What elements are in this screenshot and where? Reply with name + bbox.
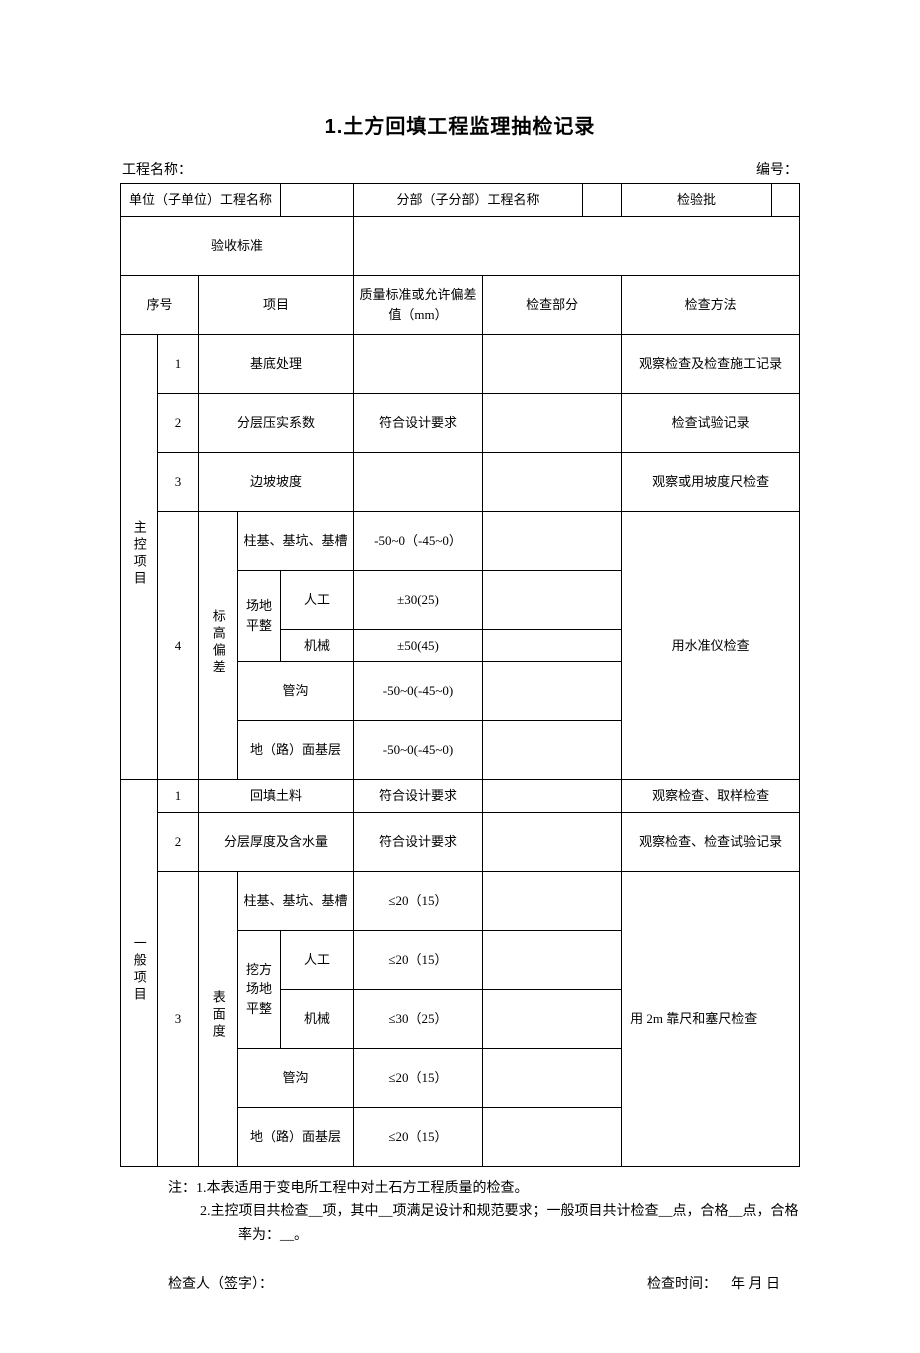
page-title: 1.土方回填工程监理抽检记录 xyxy=(120,110,800,139)
gen-r3-zhuji-std: ≤20（15） xyxy=(354,871,483,930)
gen-r1-no: 1 xyxy=(158,780,199,813)
main-r4-machine-part[interactable] xyxy=(483,629,622,662)
main-r4-manual-item: 人工 xyxy=(281,570,354,629)
gen-r1-item: 回填土料 xyxy=(199,780,354,813)
check-time-label: 检查时间： xyxy=(647,1277,717,1292)
general-items-label: 一般项目 xyxy=(121,780,158,1167)
notes-section: 注：1.本表适用于变电所工程中对土石方工程质量的检查。 2.主控项目共检查__项… xyxy=(120,1177,800,1248)
gen-r3-pipe-part[interactable] xyxy=(483,1048,622,1107)
form-number-label: 编号： xyxy=(756,159,798,179)
excavation-site-label: 挖方场地平整 xyxy=(238,930,281,1048)
main-r4-zhuji-std: -50~0（-45~0） xyxy=(354,511,483,570)
col-method: 检查方法 xyxy=(622,275,800,334)
col-seq: 序号 xyxy=(121,275,199,334)
gen-r3-machine-part[interactable] xyxy=(483,989,622,1048)
elevation-deviation-text: 标高偏差 xyxy=(208,609,228,677)
gen-r3-manual-item: 人工 xyxy=(281,930,354,989)
site-level-label: 场地平整 xyxy=(238,570,281,662)
main-r1-item: 基底处理 xyxy=(199,334,354,393)
main-r4-no: 4 xyxy=(158,511,199,780)
gen-r3-no: 3 xyxy=(158,871,199,1166)
gen-r3-machine-item: 机械 xyxy=(281,989,354,1048)
general-items-text: 一般项目 xyxy=(129,936,149,1004)
main-r4-pipe-item: 管沟 xyxy=(238,662,354,721)
main-r1-std xyxy=(354,334,483,393)
gen-r1-std: 符合设计要求 xyxy=(354,780,483,813)
form-header: 工程名称： 编号： xyxy=(120,159,800,179)
surface-degree-text: 表面度 xyxy=(208,990,228,1041)
gen-r3-method: 用 2m 靠尺和塞尺检查 xyxy=(622,871,800,1166)
gen-r1-part[interactable] xyxy=(483,780,622,813)
gen-r2-item: 分层厚度及含水量 xyxy=(199,812,354,871)
unit-project-label: 单位（子单位）工程名称 xyxy=(121,184,281,217)
inspection-table: 单位（子单位）工程名称 分部（子分部）工程名称 检验批 验收标准 序号 项目 质… xyxy=(120,183,800,1167)
main-r4-road-part[interactable] xyxy=(483,721,622,780)
main-r4-road-item: 地（路）面基层 xyxy=(238,721,354,780)
gen-r1-method: 观察检查、取样检查 xyxy=(622,780,800,813)
main-r1-part[interactable] xyxy=(483,334,622,393)
gen-r3-road-part[interactable] xyxy=(483,1107,622,1166)
col-standard: 质量标准或允许偏差值（mm） xyxy=(354,275,483,334)
main-r3-no: 3 xyxy=(158,452,199,511)
main-r4-zhuji-item: 柱基、基坑、基槽 xyxy=(238,511,354,570)
note-2: 2.主控项目共检查__项，其中__项满足设计和规范要求；一般项目共计检查__点，… xyxy=(200,1204,799,1243)
main-r1-method: 观察检查及检查施工记录 xyxy=(622,334,800,393)
main-r4-manual-part[interactable] xyxy=(483,570,622,629)
main-r2-std: 符合设计要求 xyxy=(354,393,483,452)
notes-prefix: 注： xyxy=(168,1181,196,1196)
gen-r3-pipe-item: 管沟 xyxy=(238,1048,354,1107)
main-r4-machine-std: ±50(45) xyxy=(354,629,483,662)
acceptance-standard-value[interactable] xyxy=(354,216,800,275)
main-r3-part[interactable] xyxy=(483,452,622,511)
main-r3-item: 边坡坡度 xyxy=(199,452,354,511)
col-check-part: 检查部分 xyxy=(483,275,622,334)
main-r4-manual-std: ±30(25) xyxy=(354,570,483,629)
main-r4-method: 用水准仪检查 xyxy=(622,511,800,780)
gen-r2-std: 符合设计要求 xyxy=(354,812,483,871)
check-time-value: 年 月 日 xyxy=(731,1277,780,1292)
sub-project-label: 分部（子分部）工程名称 xyxy=(354,184,583,217)
form-footer: 检查人（签字）： 检查时间： 年 月 日 xyxy=(120,1273,800,1293)
gen-r2-no: 2 xyxy=(158,812,199,871)
main-r2-part[interactable] xyxy=(483,393,622,452)
gen-r3-zhuji-item: 柱基、基坑、基槽 xyxy=(238,871,354,930)
surface-degree-label: 表面度 xyxy=(199,871,238,1166)
gen-r3-machine-std: ≤30（25） xyxy=(354,989,483,1048)
main-r2-no: 2 xyxy=(158,393,199,452)
gen-r2-method: 观察检查、检查试验记录 xyxy=(622,812,800,871)
batch-label: 检验批 xyxy=(622,184,772,217)
batch-value[interactable] xyxy=(771,184,799,217)
project-name-label: 工程名称： xyxy=(122,159,192,179)
gen-r3-manual-part[interactable] xyxy=(483,930,622,989)
main-r2-item: 分层压实系数 xyxy=(199,393,354,452)
gen-r3-road-std: ≤20（15） xyxy=(354,1107,483,1166)
main-control-label-text: 主控项目 xyxy=(129,520,149,588)
acceptance-standard-label: 验收标准 xyxy=(121,216,354,275)
gen-r3-manual-std: ≤20（15） xyxy=(354,930,483,989)
unit-project-value[interactable] xyxy=(281,184,354,217)
gen-r3-road-item: 地（路）面基层 xyxy=(238,1107,354,1166)
main-r3-method: 观察或用坡度尺检查 xyxy=(622,452,800,511)
main-r4-pipe-std: -50~0(-45~0) xyxy=(354,662,483,721)
gen-r2-part[interactable] xyxy=(483,812,622,871)
main-r4-road-std: -50~0(-45~0) xyxy=(354,721,483,780)
checker-signature-label: 检查人（签字）： xyxy=(168,1273,273,1293)
main-control-label: 主控项目 xyxy=(121,334,158,780)
main-r1-no: 1 xyxy=(158,334,199,393)
sub-project-value[interactable] xyxy=(583,184,622,217)
main-r4-zhuji-part[interactable] xyxy=(483,511,622,570)
col-item: 项目 xyxy=(199,275,354,334)
main-r4-pipe-part[interactable] xyxy=(483,662,622,721)
elevation-deviation-label: 标高偏差 xyxy=(199,511,238,780)
gen-r3-pipe-std: ≤20（15） xyxy=(354,1048,483,1107)
main-r3-std xyxy=(354,452,483,511)
main-r4-machine-item: 机械 xyxy=(281,629,354,662)
gen-r3-zhuji-part[interactable] xyxy=(483,871,622,930)
note-1: 1.本表适用于变电所工程中对土石方工程质量的检查。 xyxy=(196,1181,529,1196)
main-r2-method: 检查试验记录 xyxy=(622,393,800,452)
